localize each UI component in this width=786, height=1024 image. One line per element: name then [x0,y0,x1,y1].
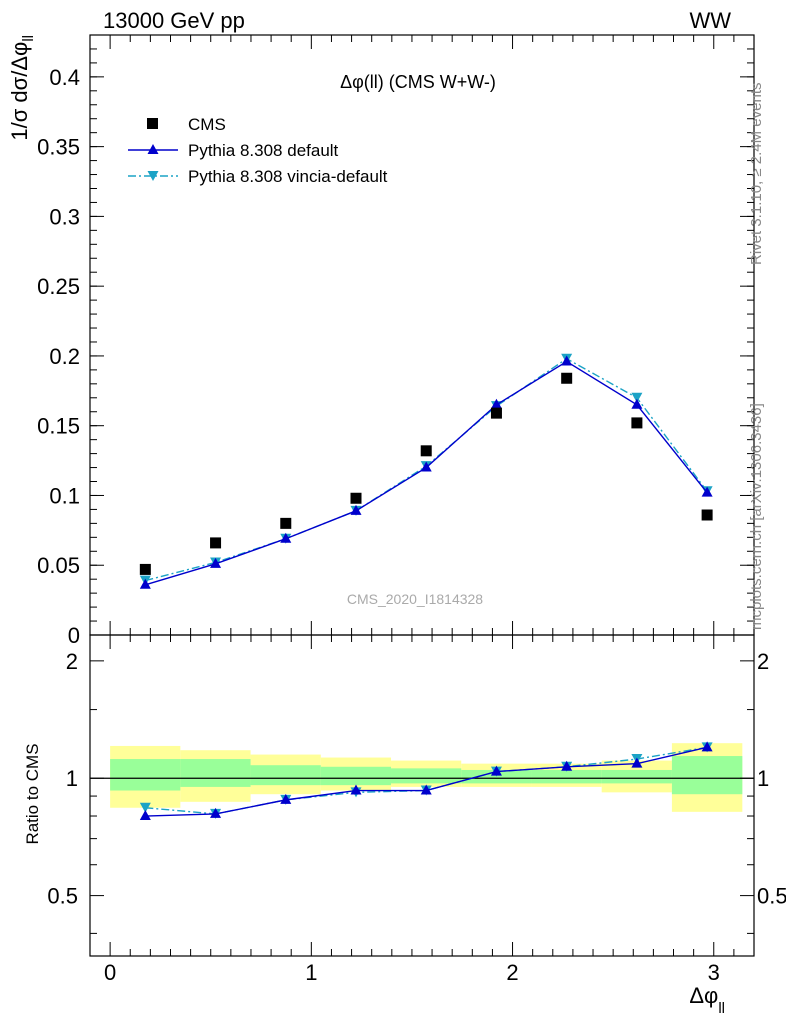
band-inner-bin [461,769,532,784]
legend-marker-cms [147,118,158,129]
legend-marker-default [147,144,159,154]
legend: CMS Pythia 8.308 default Pythia 8.308 vi… [128,115,388,186]
y-tick-label: 0.4 [49,65,80,90]
y-tick-label: 0.3 [49,204,80,229]
ratio-plot-frame [89,634,755,957]
ratio-default-point [139,810,151,821]
ratio-y-axis-label: Ratio to CMS [23,743,42,844]
default-point [561,355,573,366]
band-inner-bin [320,766,392,786]
ratio-y-tick-label-right: 1 [757,766,769,791]
default-point [280,532,292,543]
x-tick-label: 2 [506,960,518,985]
legend-label-vincia: Pythia 8.308 vincia-default [188,167,388,186]
ratio-y-tick-label-right: 2 [757,649,769,674]
band-inner-bin [391,768,462,784]
main-y-axis-label: 1/σ dσ/Δφll [7,35,37,141]
cms-point [701,509,713,521]
y-tick-label: 0.25 [37,274,80,299]
ratio-series [139,741,713,821]
ratio-y-tick-label: 1 [66,766,78,791]
legend-label-cms: CMS [188,115,226,134]
band-inner-bin [180,759,251,787]
ratio-y-axis: 0.5 0.5 1 1 2 2 [47,649,786,934]
band-inner-bin [671,756,743,795]
ratio-default-point [490,765,502,776]
ratio-y-tick-label: 0.5 [47,884,78,909]
band-inner-bin [531,769,602,784]
ratio-default-point [420,784,432,795]
y-tick-label: 0 [68,623,80,648]
default-point [210,557,222,568]
mcplots-label: mcplots.cern.ch [arXiv:1306.3436] [748,403,765,630]
ratio-default-point [561,760,573,771]
default-point [701,486,713,497]
default-point [139,578,151,589]
main-series [139,353,713,589]
x-tick-label: 1 [305,960,317,985]
y-tick-label: 0.15 [37,414,80,439]
default-point [631,398,643,409]
header-left: 13000 GeV pp [103,8,245,33]
band-inner-bin [110,759,181,791]
ratio-default-point [631,757,643,768]
cms-point [280,517,292,529]
cms-point [561,372,573,384]
x-tick-label: 0 [104,960,116,985]
cms-point [490,407,502,419]
ratio-y-tick-label-right: 0.5 [757,884,786,909]
rivet-label: Rivet 3.1.10, ≥ 2.4M events [748,83,765,266]
ratio-default-point [210,807,222,818]
x-tick-label: 3 [708,960,720,985]
ratio-y-tick-label: 2 [66,649,78,674]
x-axis: 0 1 2 3 [89,35,735,985]
cms-point [139,563,151,575]
main-y-axis: 0 0.05 0.1 0.15 0.2 0.25 0.3 0.35 0.4 [37,48,754,648]
y-tick-label: 0.05 [37,553,80,578]
vincia-point [631,392,643,403]
ratio-uncertainty-bands [110,743,743,812]
default-line [145,360,708,586]
legend-label-default: Pythia 8.308 default [188,141,339,160]
header-right: WW [689,8,731,33]
legend-marker-vincia [147,171,159,181]
default-point [490,398,502,409]
x-axis-label: Δφll [689,983,725,1017]
cms-point [420,445,432,457]
band-inner-bin [250,765,321,786]
cms-point [350,492,362,504]
default-point [420,461,432,472]
cms-point [631,417,643,429]
cms-point [210,537,222,549]
y-tick-label: 0.35 [37,135,80,160]
y-tick-label: 0.2 [49,344,80,369]
ratio-default-point [701,741,713,752]
plot-title: Δφ(ll) (CMS W+W-) [340,72,496,92]
ratio-default-point [350,784,362,795]
band-inner-bin [601,769,672,784]
analysis-watermark: CMS_2020_I1814328 [347,591,483,607]
ratio-default-point [280,793,292,804]
y-tick-label: 0.1 [49,483,80,508]
ratio-vincia-point [139,802,151,813]
default-point [350,504,362,515]
